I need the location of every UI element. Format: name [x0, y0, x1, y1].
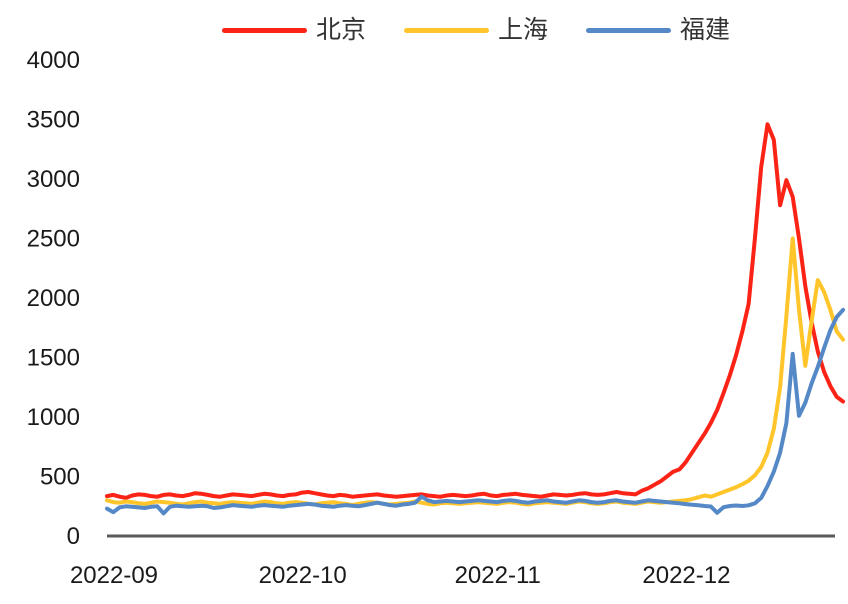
y-axis-tick-label: 3000 [27, 166, 80, 193]
legend-item-beijing: 北京 [222, 18, 366, 43]
legend-item-shanghai: 上海 [404, 18, 548, 43]
y-axis-tick-label: 3500 [27, 107, 80, 134]
series-line-beijing [105, 122, 845, 500]
legend-label-fujian: 福建 [680, 16, 731, 44]
legend-item-fujian: 福建 [586, 18, 730, 43]
y-axis-tick-label: 0 [67, 523, 80, 550]
legend: 北京 上海 福建 [222, 18, 730, 43]
y-axis-tick-label: 4000 [27, 47, 80, 74]
x-axis-tick-label: 2022-12 [642, 562, 730, 589]
legend-line-swatch-shanghai [404, 28, 490, 33]
y-axis-tick-label: 2500 [27, 226, 80, 253]
y-axis-tick-label: 500 [40, 464, 80, 491]
y-axis-tick-label: 1000 [27, 404, 80, 431]
x-axis-tick-label: 2022-11 [455, 562, 541, 589]
legend-label-beijing: 北京 [316, 16, 367, 44]
x-axis-tick-label: 2022-09 [70, 562, 158, 589]
legend-line-swatch-beijing [222, 28, 307, 33]
legend-line-swatch-fujian [586, 28, 672, 33]
y-axis-tick-label: 1500 [27, 345, 80, 372]
legend-label-shanghai: 上海 [498, 16, 549, 44]
y-axis-tick-label: 2000 [27, 285, 80, 312]
x-axis-tick-label: 2022-10 [259, 562, 347, 589]
series-line-fujian [105, 307, 845, 516]
